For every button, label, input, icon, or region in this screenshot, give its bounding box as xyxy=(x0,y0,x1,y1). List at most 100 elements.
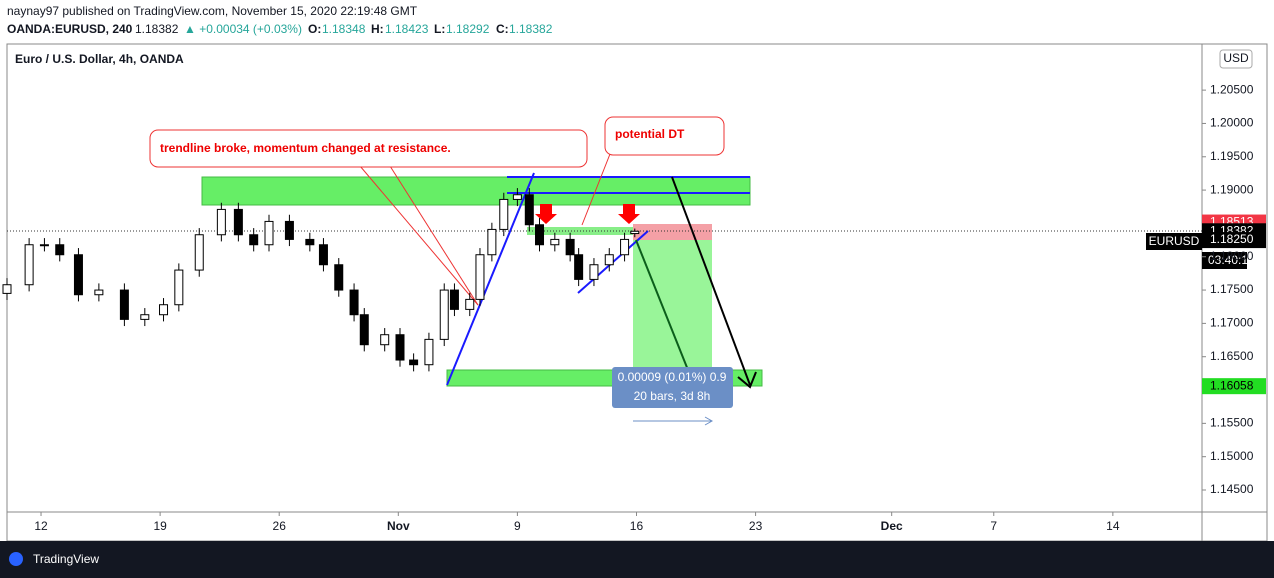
x-tick-label: 12 xyxy=(34,519,48,533)
l-value: 1.18292 xyxy=(446,22,490,36)
symbol-tag-box xyxy=(1146,233,1202,250)
x-tick-label: 23 xyxy=(749,519,763,533)
y-tick-label: 1.19500 xyxy=(1210,149,1254,163)
callout xyxy=(604,116,725,156)
candle-body xyxy=(284,220,294,240)
measure-text: 0.00009 (0.01%) 0.9 xyxy=(618,370,727,384)
o-value: 1.18348 xyxy=(322,22,366,36)
logo xyxy=(9,552,23,566)
arrow-head xyxy=(737,371,757,389)
x-tick-label: 14 xyxy=(1106,519,1120,533)
measure-arrow-head xyxy=(704,416,714,426)
candle-body xyxy=(194,234,204,271)
footer xyxy=(0,541,1274,578)
arrow xyxy=(635,239,691,376)
candle-body xyxy=(565,238,575,256)
candle-body xyxy=(475,254,485,300)
last: 1.18382 xyxy=(135,22,179,36)
candle-body xyxy=(24,244,34,286)
price-label-box xyxy=(1202,232,1266,249)
published: naynay97 published on TradingView.com, N… xyxy=(7,4,418,18)
red-arrow xyxy=(618,204,640,224)
callout xyxy=(149,129,588,168)
candle-body xyxy=(512,194,522,200)
candle-body xyxy=(359,314,369,346)
candle-body xyxy=(550,238,560,246)
o-label: O: xyxy=(308,22,321,36)
candle-body xyxy=(73,254,83,296)
target-zone xyxy=(633,240,712,372)
x-tick-label: Dec xyxy=(881,519,903,533)
candle-body xyxy=(409,359,419,366)
drawings: trendline broke, momentum changed at res… xyxy=(7,116,1202,426)
candle-body xyxy=(380,334,390,346)
y-tick-label: 1.17000 xyxy=(1210,316,1254,330)
l-label: L: xyxy=(434,22,445,36)
candle-body xyxy=(39,244,49,247)
candle-body xyxy=(535,224,545,246)
countdown: 03:40:14 xyxy=(1208,253,1255,267)
candle-body xyxy=(249,234,259,246)
y-tick-label: 1.19000 xyxy=(1210,182,1254,196)
symbol-tag: EURUSD xyxy=(1149,234,1200,248)
candle-body xyxy=(465,298,475,310)
x-tick-label: 16 xyxy=(630,519,644,533)
candle-body xyxy=(334,264,344,291)
candle-body xyxy=(439,289,449,340)
measure-box xyxy=(612,367,733,408)
measure-text: 20 bars, 3d 8h xyxy=(634,389,711,403)
symbol: OANDA:EURUSD, 240 xyxy=(7,22,133,36)
candle-body xyxy=(264,220,274,246)
callout-pointer xyxy=(389,165,479,306)
candle-body xyxy=(487,228,497,256)
x-tick-label: Nov xyxy=(387,519,410,533)
candle-body xyxy=(499,198,509,230)
currency-box[interactable] xyxy=(1219,49,1253,69)
price-label-box xyxy=(1202,378,1266,395)
y-tick-label: 1.20000 xyxy=(1210,116,1254,130)
x-tick-label: 9 xyxy=(514,519,521,533)
y-tick-label: 1.17500 xyxy=(1210,282,1254,296)
candle-body xyxy=(620,238,630,256)
y-tick-label: 1.16500 xyxy=(1210,349,1254,363)
red-arrow xyxy=(535,204,557,224)
candle-body xyxy=(305,238,315,246)
change: ▲ +0.00034 (+0.03%) xyxy=(184,22,302,36)
candle-body xyxy=(233,208,243,236)
x-tick-label: 26 xyxy=(273,519,287,533)
candle-body xyxy=(140,314,150,320)
candle-body xyxy=(589,264,599,280)
y-tick-label: 1.20500 xyxy=(1210,82,1254,96)
candle-body xyxy=(318,244,328,266)
candle-body xyxy=(2,284,12,294)
y-tick-label: 1.15000 xyxy=(1210,449,1254,463)
candle-body xyxy=(604,254,614,266)
stop-zone xyxy=(633,224,712,240)
candle-body xyxy=(395,334,405,361)
brand[interactable]: TradingView xyxy=(33,552,99,566)
x-tick-label: 7 xyxy=(990,519,997,533)
price-label: 1.18250 xyxy=(1210,232,1254,246)
x-tick-label: 19 xyxy=(153,519,167,533)
arrow xyxy=(671,176,751,386)
candle-body xyxy=(94,289,104,296)
callout-pointer xyxy=(581,153,611,226)
y-tick-label: 1.18000 xyxy=(1210,249,1254,263)
candle-body xyxy=(159,304,169,316)
y-tick-label: 1.14500 xyxy=(1210,482,1254,496)
trendline xyxy=(446,172,535,386)
candle-body xyxy=(449,289,459,310)
price-label: 1.16058 xyxy=(1210,378,1254,392)
callout-text: trendline broke, momentum changed at res… xyxy=(160,141,451,155)
candle-body xyxy=(119,289,129,320)
countdown-box xyxy=(1202,252,1247,269)
y-tick-label: 1.15500 xyxy=(1210,416,1254,430)
h-label: H: xyxy=(371,22,384,36)
zone xyxy=(201,176,751,206)
candle-body xyxy=(216,208,226,236)
candle-body xyxy=(630,230,640,235)
legend-title: Euro / U.S. Dollar, 4h, OANDA xyxy=(15,52,184,66)
candle-body xyxy=(574,254,584,280)
candle-body xyxy=(524,194,534,226)
